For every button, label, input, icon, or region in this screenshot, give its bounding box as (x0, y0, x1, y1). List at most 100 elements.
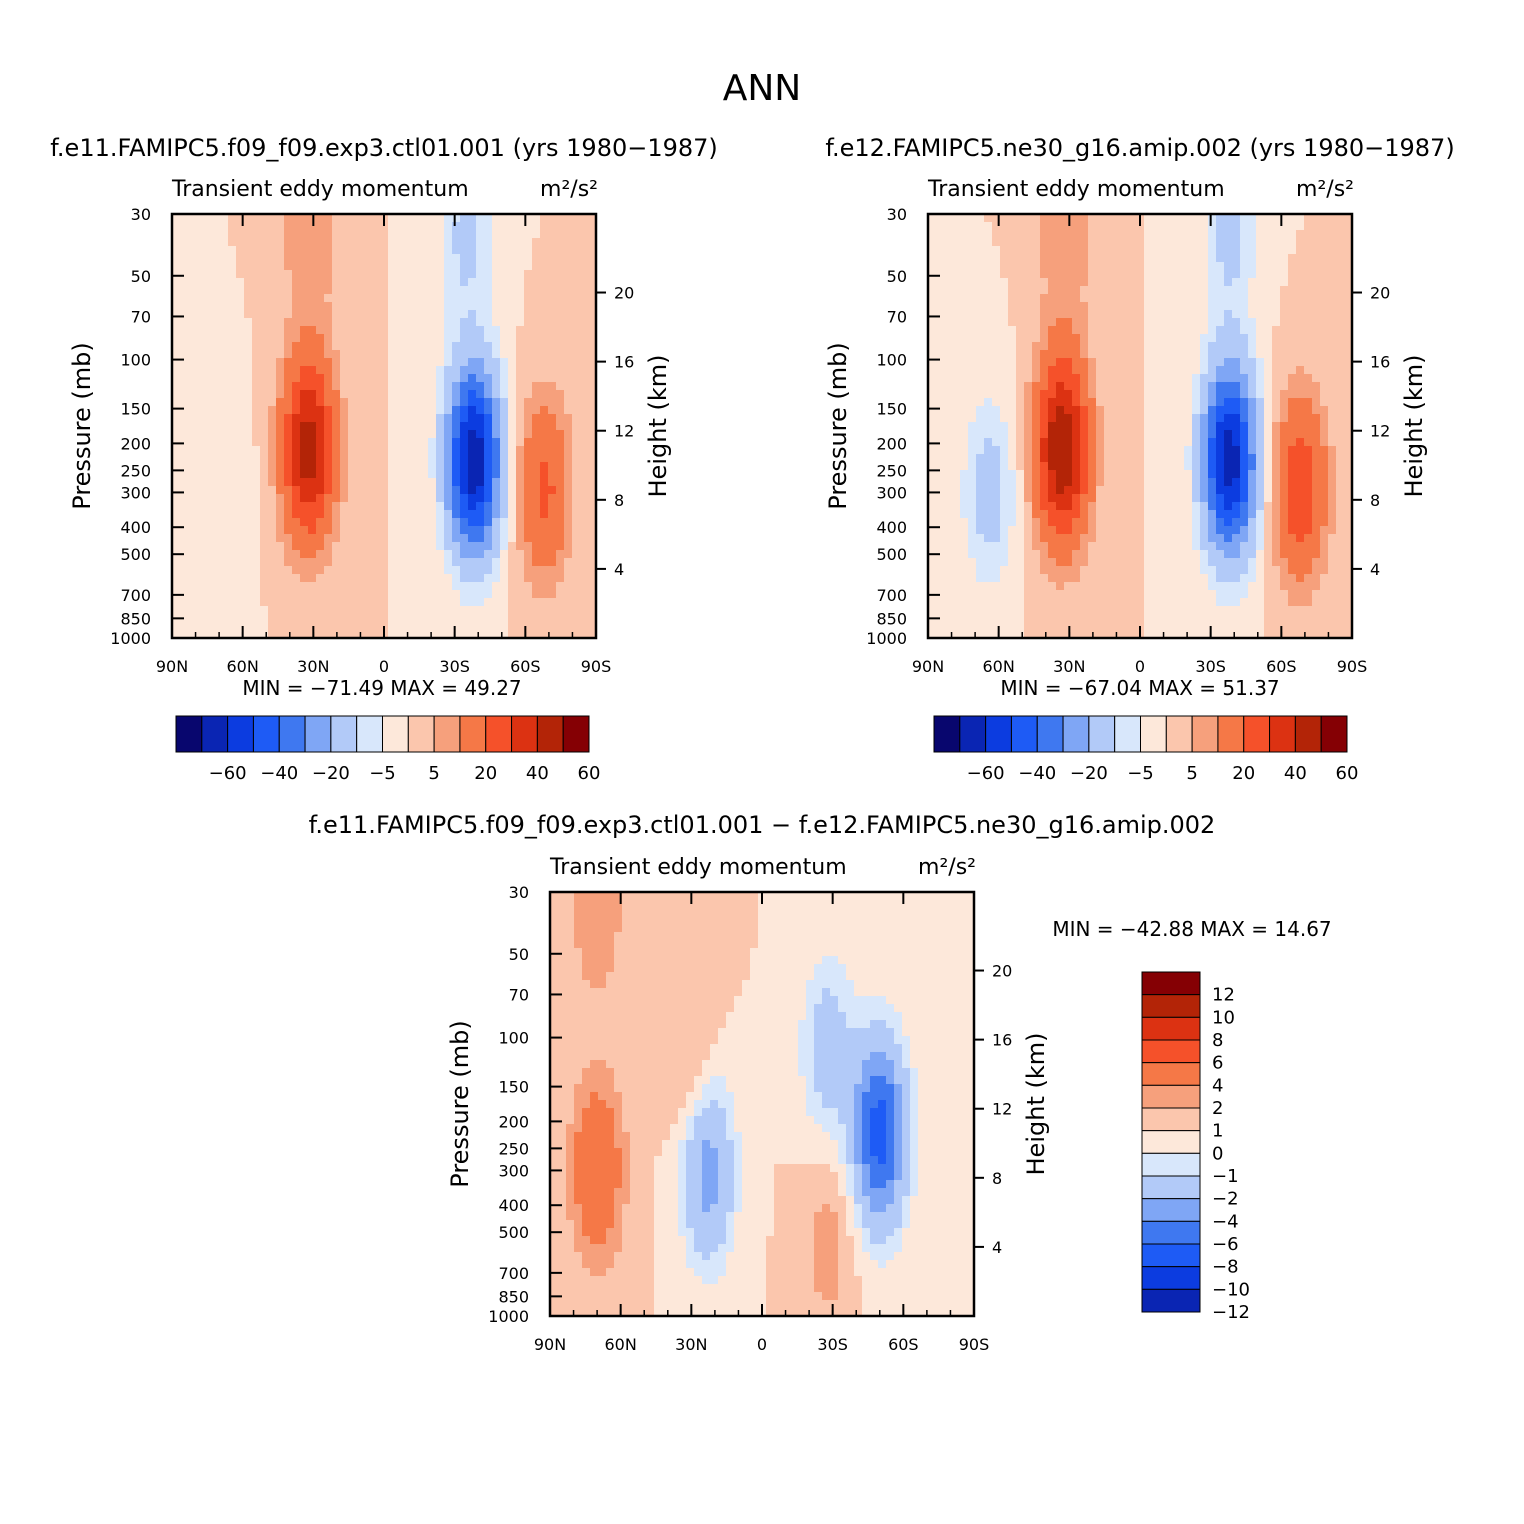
contour-cell (588, 262, 597, 271)
contour-cell (1152, 486, 1161, 495)
contour-cell (1144, 446, 1153, 455)
contour-cell (516, 270, 525, 279)
contour-cell (276, 486, 285, 495)
contour-cell (380, 502, 389, 511)
contour-cell (1160, 286, 1169, 295)
contour-cell (1064, 390, 1073, 399)
contour-cell (1312, 358, 1321, 367)
contour-cell (180, 278, 189, 287)
contour-cell (340, 630, 349, 639)
contour-cell (204, 358, 213, 367)
contour-cell (516, 422, 525, 431)
contour-cell (396, 422, 405, 431)
contour-cell (500, 422, 509, 431)
contour-cell (952, 262, 961, 271)
contour-cell (1152, 414, 1161, 423)
contour-cell (364, 566, 373, 575)
contour-cell (428, 374, 437, 383)
contour-cell (976, 390, 985, 399)
contour-cell (1184, 398, 1193, 407)
contour-cell (220, 470, 229, 479)
contour-cell (548, 334, 557, 343)
contour-cell (1272, 422, 1281, 431)
contour-cell (364, 246, 373, 255)
contour-cell (1192, 462, 1201, 471)
contour-cell (508, 414, 517, 423)
contour-cell (1328, 342, 1337, 351)
contour-cell (220, 534, 229, 543)
contour-cell (244, 286, 253, 295)
contour-cell (460, 614, 469, 623)
contour-cell (356, 590, 365, 599)
contour-cell (1072, 414, 1081, 423)
contour-cell (1112, 470, 1121, 479)
contour-cell (1208, 246, 1217, 255)
contour-cell (524, 526, 533, 535)
contour-cell (1296, 486, 1305, 495)
contour-cell (220, 502, 229, 511)
contour-cell (1216, 294, 1225, 303)
contour-cell (1168, 294, 1177, 303)
contour-cell (492, 366, 501, 375)
contour-cell (364, 606, 373, 615)
contour-cell (380, 422, 389, 431)
contour-cell (436, 366, 445, 375)
contour-cell (332, 550, 341, 559)
contour-cell (380, 374, 389, 383)
contour-cell (308, 606, 317, 615)
contour-cell (1072, 342, 1081, 351)
contour-cell (1160, 478, 1169, 487)
contour-cell (1344, 254, 1353, 263)
contour-cell (236, 262, 245, 271)
contour-cell (172, 574, 181, 583)
contour-cell (992, 502, 1001, 511)
colorbar-box (562, 715, 590, 753)
contour-cell (196, 358, 205, 367)
contour-cell (324, 470, 333, 479)
contour-cell (284, 422, 293, 431)
contour-cell (348, 406, 357, 415)
contour-cell (532, 254, 541, 263)
contour-cell (532, 630, 541, 639)
contour-cell (492, 518, 501, 527)
contour-cell (308, 270, 317, 279)
contour-cell (220, 566, 229, 575)
contour-cell (1136, 310, 1145, 319)
contour-cell (204, 366, 213, 375)
contour-cell (276, 398, 285, 407)
contour-cell (1288, 246, 1297, 255)
contour-cell (1208, 222, 1217, 231)
contour-cell (308, 454, 317, 463)
contour-cell (212, 238, 221, 247)
contour-cell (420, 494, 429, 503)
contour-cell (380, 558, 389, 567)
contour-cell (492, 294, 501, 303)
contour-cell (412, 526, 421, 535)
contour-cell (1288, 382, 1297, 391)
contour-cell (1256, 414, 1265, 423)
contour-cell (196, 222, 205, 231)
contour-cell (284, 222, 293, 231)
contour-cell (968, 326, 977, 335)
contour-cell (196, 374, 205, 383)
contour-cell (1208, 374, 1217, 383)
contour-cell (1272, 286, 1281, 295)
contour-cell (468, 414, 477, 423)
contour-cell (468, 510, 477, 519)
contour-cell (364, 278, 373, 287)
contour-cell (548, 630, 557, 639)
contour-cell (1008, 294, 1017, 303)
contour-cell (204, 262, 213, 271)
contour-cell (944, 350, 953, 359)
contour-cell (452, 214, 461, 223)
contour-cell (348, 438, 357, 447)
contour-cell (180, 598, 189, 607)
contour-cell (364, 590, 373, 599)
contour-cell (1168, 390, 1177, 399)
contour-cell (292, 422, 301, 431)
contour-cell (252, 238, 261, 247)
contour-cell (252, 534, 261, 543)
contour-cell (580, 342, 589, 351)
contour-cell (1056, 502, 1065, 511)
contour-cell (1080, 246, 1089, 255)
